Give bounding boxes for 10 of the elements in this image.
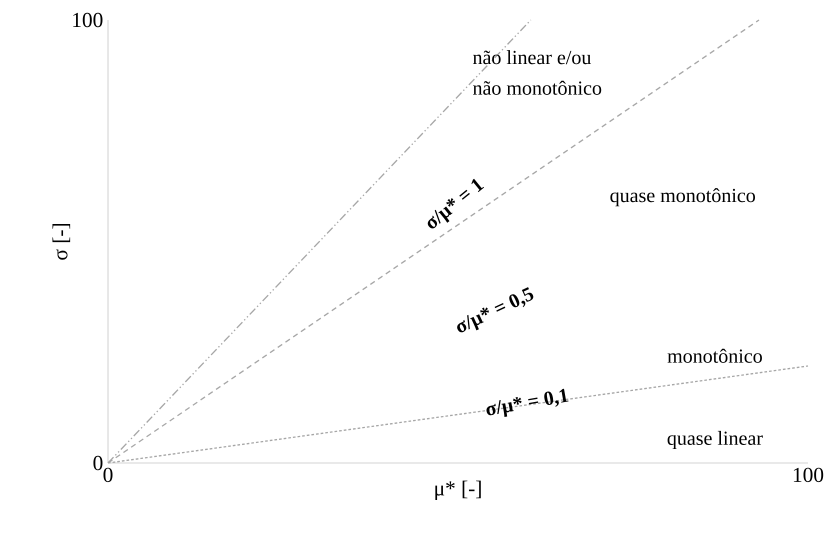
annotation: quase monotônico — [610, 188, 756, 206]
annotation: σ/μ* = 0,5 — [457, 287, 534, 332]
annotation: σ/μ* = 1 — [428, 178, 484, 228]
annotation: monotônico — [668, 348, 762, 363]
annotation: não linear e/ou — [472, 50, 592, 64]
annotation: σ/μ* = 0,1 — [486, 388, 569, 418]
y-axis-title: σ [-] — [52, 224, 70, 260]
annotation: não monotônico — [472, 80, 602, 95]
annotation: quase linear — [668, 430, 763, 450]
x-axis-title: μ* [-] — [435, 480, 481, 500]
